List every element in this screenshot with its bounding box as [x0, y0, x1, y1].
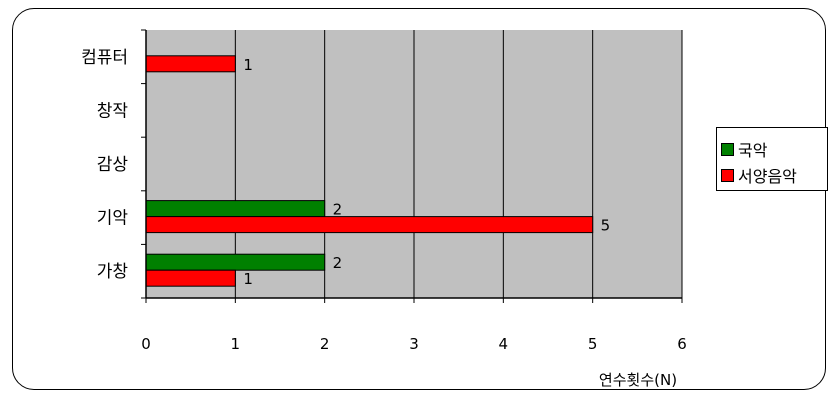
category-label: 가창: [97, 262, 129, 282]
legend: 국악 서양음악: [716, 127, 828, 191]
x-tick-label: 1: [231, 335, 241, 353]
legend-label-gugak: 국악: [738, 141, 768, 160]
category-label: 감상: [97, 155, 129, 175]
category-label: 기악: [97, 209, 129, 229]
category-label: 컴퓨터: [81, 48, 128, 68]
x-tick-label: 6: [677, 335, 687, 353]
axis-ticks: [141, 29, 683, 303]
legend-swatch-gugak: [721, 142, 734, 156]
data-label: 2: [333, 201, 343, 219]
category-label: 창작: [97, 101, 129, 121]
bar: [145, 253, 326, 271]
bar: [145, 269, 236, 287]
x-tick-label: 3: [409, 335, 419, 353]
x-tick-label: 5: [588, 335, 598, 353]
x-axis-title: 연수횟수(N): [599, 371, 677, 389]
data-label: 1: [243, 56, 253, 74]
bar: [145, 55, 236, 73]
data-label: 1: [243, 270, 253, 288]
x-tick-label: 4: [499, 335, 509, 353]
legend-label-western: 서양음악: [738, 167, 797, 186]
labels: 0 1 2 3 4 5 6 가창 2 1 기악 2 5 감상 창작 컴퓨터 1: [81, 48, 687, 353]
legend-entry-gugak: 국악: [721, 136, 827, 162]
bars: [145, 55, 594, 287]
data-label: 2: [333, 254, 343, 272]
grid-lines: [234, 30, 683, 298]
legend-swatch-western: [721, 168, 734, 182]
bar: [145, 200, 326, 218]
bar: [145, 216, 594, 234]
x-tick-label: 2: [320, 335, 330, 353]
data-label: 5: [601, 217, 611, 235]
x-tick-label: 0: [141, 335, 151, 353]
legend-entry-western: 서양음악: [721, 162, 827, 188]
